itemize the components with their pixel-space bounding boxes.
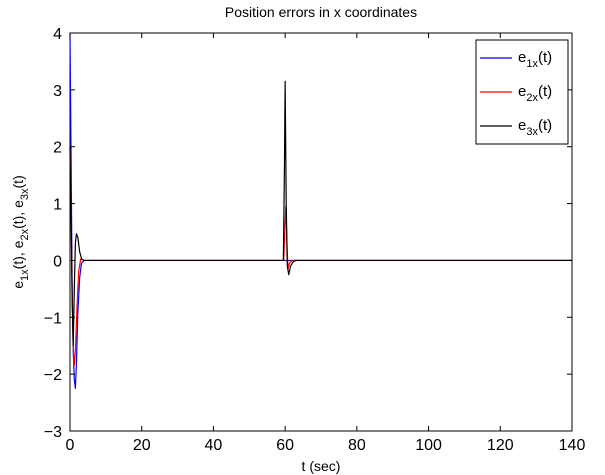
x-tick-label: 40 [205, 437, 223, 454]
legend: e1x(t)e2x(t)e3x(t) [475, 39, 569, 145]
x-tick-label: 0 [66, 437, 75, 454]
legend-label-1x-subscript: 1x [526, 58, 538, 70]
y-tick-label: 1 [53, 197, 62, 214]
x-tick-label: 140 [559, 437, 586, 454]
y-tick-label: −3 [44, 424, 62, 441]
legend-label-1x: e1x(t) [518, 49, 552, 70]
y-axis-label-text-base: e [10, 281, 26, 289]
x-tick-label: 100 [415, 437, 442, 454]
series-layer [69, 32, 572, 389]
y-tick-label: −1 [44, 310, 62, 327]
y-tick-label: 0 [53, 253, 62, 270]
x-tick-label: 60 [276, 437, 294, 454]
legend-label-3x-base: e [518, 117, 526, 134]
x-axis-label: t (sec) [302, 458, 341, 474]
y-tick-label: −2 [44, 367, 62, 384]
tick-layer: 0 20 40 60 80 100 120 140 −3 −2 −1 0 1 2 3 4 [44, 26, 586, 454]
y-axis-label-text-rest: (t), [10, 248, 26, 269]
legend-label-2x-rest: (t) [538, 83, 552, 100]
legend-label-2x-base: e [518, 83, 526, 100]
legend-label-2x: e2x(t) [518, 83, 552, 104]
legend-label-2x-subscript: 2x [526, 92, 538, 104]
y-tick-label: 2 [53, 140, 62, 157]
y-tick-label: 4 [53, 26, 62, 43]
x-tick-label: 120 [487, 437, 514, 454]
series-line-3x [69, 80, 572, 347]
y-axis-label-text-subscript: 3x [19, 188, 31, 200]
y-axis-label-text-base: e [10, 200, 26, 208]
y-axis-label: e1x(t), e2x(t), e3x(t) [10, 175, 31, 288]
x-tick-label: 80 [348, 437, 366, 454]
legend-label-3x-rest: (t) [538, 117, 552, 134]
chart-title: Position errors in x coordinates [225, 4, 417, 20]
y-axis-label-text-base: e [10, 240, 26, 248]
y-axis-label-text-subscript: 1x [19, 269, 31, 281]
x-tick-label: 20 [133, 437, 151, 454]
y-axis-label-text-rest: (t) [10, 175, 26, 188]
y-axis-label-text: e1x(t), e2x(t), e3x(t) [10, 175, 31, 288]
legend-label-3x: e3x(t) [518, 117, 552, 138]
y-axis-label-text-subscript: 2x [19, 228, 31, 240]
y-axis-label-text-rest: (t), [10, 208, 26, 229]
y-tick-label: 3 [53, 83, 62, 100]
legend-label-3x-subscript: 3x [526, 126, 538, 138]
legend-label-1x-rest: (t) [538, 49, 552, 66]
legend-label-1x-base: e [518, 49, 526, 66]
